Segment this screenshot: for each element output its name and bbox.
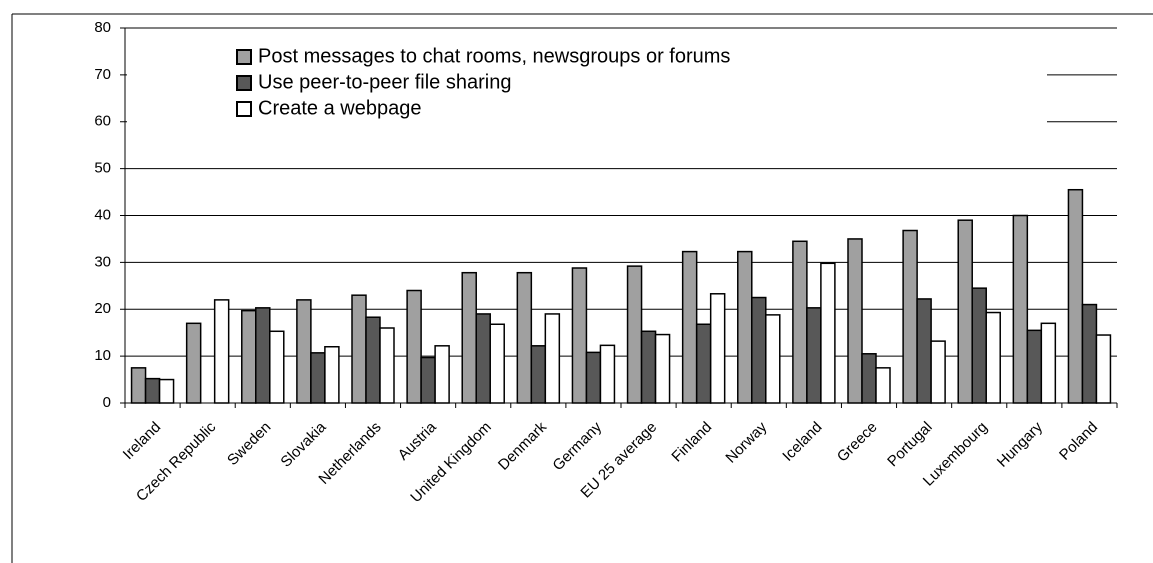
bar	[489, 323, 505, 404]
bar	[626, 265, 643, 404]
bar	[820, 262, 836, 404]
bar	[1067, 188, 1084, 404]
bar	[406, 289, 422, 404]
legend-swatch	[236, 101, 252, 117]
y-tick-label: 30	[94, 253, 111, 270]
bar	[875, 367, 891, 404]
legend-label: Post messages to chat rooms, newsgroups …	[258, 45, 730, 67]
x-tick-label: Hungary	[994, 418, 1046, 470]
bar	[709, 293, 726, 404]
bar	[516, 271, 533, 404]
legend-label: Use peer-to-peer file sharing	[258, 71, 511, 93]
y-tick-label: 20	[94, 300, 111, 317]
legend-label: Create a webpage	[258, 97, 421, 119]
bar	[571, 267, 588, 404]
x-tick-label: Greece	[834, 419, 881, 466]
y-tick-label: 70	[94, 66, 111, 83]
bar	[1040, 322, 1057, 404]
bar	[695, 323, 712, 404]
bar	[130, 367, 147, 404]
bar	[916, 298, 932, 404]
bar	[144, 377, 161, 404]
bar	[269, 330, 285, 404]
x-tick-label: Iceland	[779, 419, 825, 465]
x-tick-label: Germany	[549, 418, 605, 474]
legend-swatch	[236, 75, 252, 91]
bar	[1081, 303, 1098, 404]
bar	[185, 322, 202, 404]
y-tick-label: 10	[94, 347, 111, 364]
y-tick-label: 80	[94, 19, 111, 36]
bar	[310, 352, 326, 404]
bar	[241, 309, 257, 404]
bar	[599, 344, 616, 404]
bar	[434, 345, 450, 404]
bar	[296, 299, 312, 404]
bar	[351, 294, 367, 404]
bar	[324, 346, 340, 404]
bar	[902, 229, 918, 404]
x-tick-label: Poland	[1056, 419, 1101, 464]
bar	[640, 330, 657, 404]
bar	[792, 240, 808, 404]
bar	[737, 250, 753, 404]
y-tick-label: 0	[103, 394, 111, 411]
bar	[806, 307, 822, 404]
legend-swatch	[236, 49, 252, 65]
bar	[255, 307, 271, 404]
y-tick-label: 60	[94, 113, 111, 130]
legend: Post messages to chat rooms, newsgroups …	[127, 36, 1047, 146]
bar	[681, 250, 698, 404]
bar	[861, 353, 877, 404]
bar	[530, 345, 547, 404]
x-tick-label: Ireland	[120, 419, 164, 463]
y-tick-label: 40	[94, 206, 111, 223]
bar	[1026, 329, 1043, 404]
x-tick-label: Austria	[395, 418, 440, 463]
bar	[1095, 334, 1112, 404]
bar	[751, 296, 767, 404]
x-tick-label: Portugal	[884, 419, 936, 471]
bar	[930, 340, 946, 404]
bar	[585, 351, 602, 404]
bar	[544, 313, 561, 404]
bar	[379, 327, 395, 404]
bar	[420, 356, 436, 404]
bar	[847, 238, 863, 404]
bar	[158, 378, 175, 404]
bar	[365, 316, 381, 404]
x-tick-label: Slovakia	[277, 418, 330, 471]
x-tick-label: Finland	[668, 419, 715, 466]
bar	[957, 219, 973, 404]
bar	[971, 287, 987, 404]
bar	[765, 314, 781, 404]
bar	[1012, 214, 1029, 404]
x-tick-label: Norway	[722, 418, 770, 466]
bar	[985, 311, 1001, 404]
y-tick-label: 50	[94, 160, 111, 177]
bar	[654, 333, 671, 404]
x-tick-label: Sweden	[224, 419, 274, 469]
x-tick-label: Denmark	[495, 418, 550, 473]
bar	[461, 271, 477, 404]
bar	[213, 299, 230, 404]
legend-box	[127, 36, 1047, 146]
bar	[475, 313, 491, 404]
